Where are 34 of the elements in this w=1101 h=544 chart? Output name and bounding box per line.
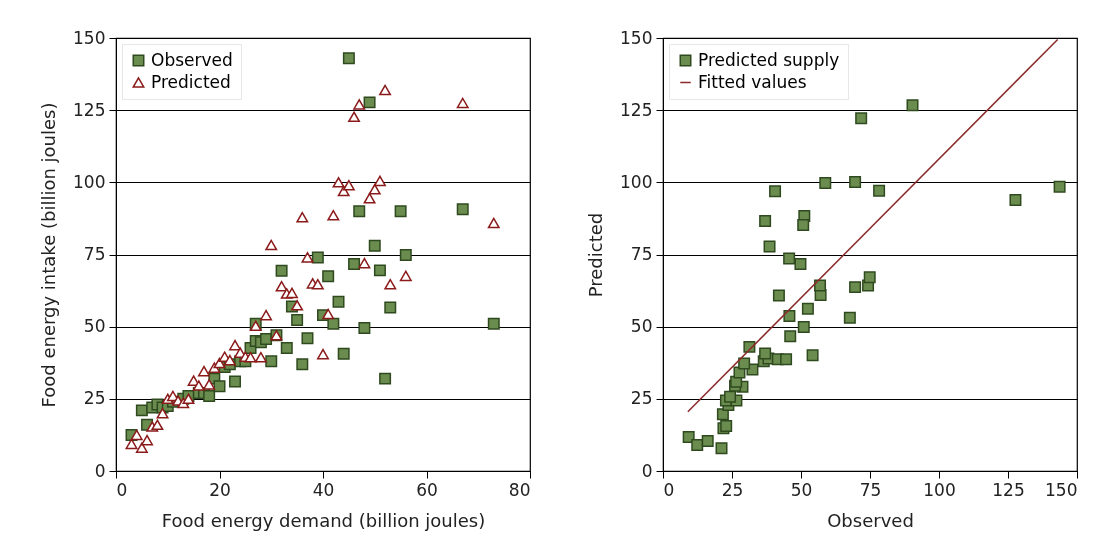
x-tick-label: 100 [923, 479, 956, 500]
x-tick-label: 60 [416, 479, 438, 500]
x-axis-title: Observed [827, 509, 914, 531]
x-tick-label: 50 [790, 479, 813, 500]
y-tick-label: 25 [630, 388, 653, 409]
x-tick-label: 125 [992, 479, 1025, 500]
y-tick-label: 0 [94, 460, 106, 481]
y-tick-label: 100 [620, 171, 653, 192]
x-tick-label: 150 [1045, 479, 1078, 500]
legend-label: Predicted [151, 71, 231, 92]
y-tick-label: 100 [73, 171, 106, 192]
y-tick-label: 150 [73, 27, 106, 48]
y-tick-label: 50 [630, 316, 653, 337]
x-tick-label: 80 [508, 479, 531, 500]
x-tick-label: 75 [859, 479, 882, 500]
y-tick-label: 75 [630, 244, 653, 264]
y-tick-label: 75 [83, 244, 106, 264]
legend-label: Observed [151, 49, 233, 70]
y-tick-label: 50 [83, 316, 106, 337]
y-axis-title: Food energy intake (billion joules) [38, 102, 60, 408]
x-axis-title: Food energy demand (billion joules) [161, 509, 486, 531]
y-tick-label: 125 [73, 99, 106, 120]
legend-label: Predicted supply [698, 49, 840, 70]
x-tick-label: 0 [663, 479, 675, 500]
x-tick-label: 20 [209, 479, 231, 500]
y-tick-label: 150 [620, 27, 653, 48]
x-tick-label: 25 [721, 479, 744, 500]
x-tick-label: 0 [116, 479, 128, 500]
legend-label: Fitted values [698, 71, 807, 92]
y-tick-label: 0 [641, 460, 653, 481]
y-tick-label: 25 [83, 388, 106, 409]
x-tick-label: 40 [312, 479, 335, 500]
y-tick-label: 125 [620, 99, 653, 120]
y-axis-title: Predicted [585, 212, 607, 298]
